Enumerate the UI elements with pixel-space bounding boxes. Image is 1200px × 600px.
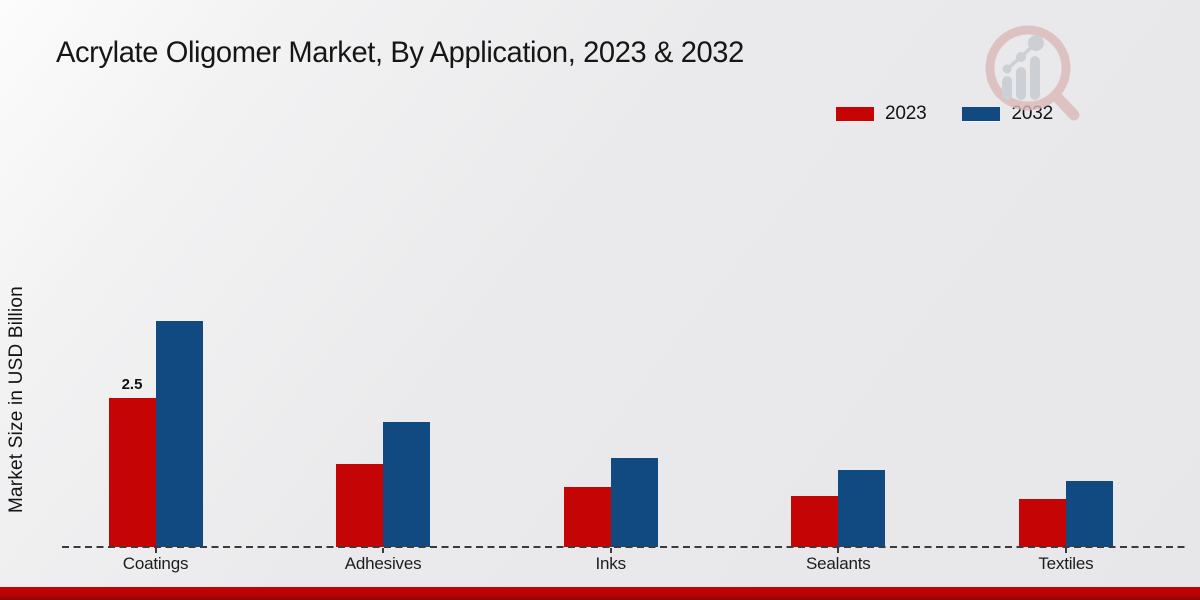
x-category-label-inks: Inks [595, 554, 626, 573]
legend-swatch-2023 [836, 107, 874, 121]
x-axis-zero-line [62, 546, 1186, 548]
bar-2023-adhesives [336, 464, 384, 547]
bar-value-label: 2.5 [121, 376, 143, 393]
x-axis-tick [1064, 548, 1067, 553]
bar-2032-coatings [155, 321, 203, 547]
legend-swatch-2032 [962, 107, 1001, 121]
x-axis-tick [382, 548, 385, 553]
x-axis-tick [609, 548, 612, 553]
x-axis-tick [154, 548, 157, 553]
x-category-label-adhesives: Adhesives [344, 554, 422, 573]
bottom-accent-bar [0, 587, 1200, 600]
bar-2023-textiles [1018, 499, 1066, 547]
bar-2023-inks [563, 487, 611, 547]
bar-2032-inks [610, 458, 658, 547]
legend: 2023 2032 [836, 103, 1053, 125]
legend-item-2023: 2023 [836, 103, 927, 125]
magnifier-bar-chart-watermark-icon [985, 25, 1080, 121]
x-category-label-coatings: Coatings [122, 554, 189, 573]
bar-2023-coatings [108, 398, 156, 547]
legend-label: 2023 [885, 103, 927, 124]
x-category-label-textiles: Textiles [1038, 554, 1094, 573]
chart-title: Acrylate Oligomer Market, By Application… [56, 36, 744, 69]
y-axis-title: Market Size in USD Billion [6, 286, 27, 514]
x-category-label-sealants: Sealants [806, 554, 871, 573]
bar-2032-adhesives [383, 422, 431, 547]
x-axis-tick [837, 548, 840, 553]
bar-2032-textiles [1065, 481, 1113, 547]
bar-2032-sealants [838, 470, 886, 547]
bar-2023-sealants [791, 496, 839, 547]
